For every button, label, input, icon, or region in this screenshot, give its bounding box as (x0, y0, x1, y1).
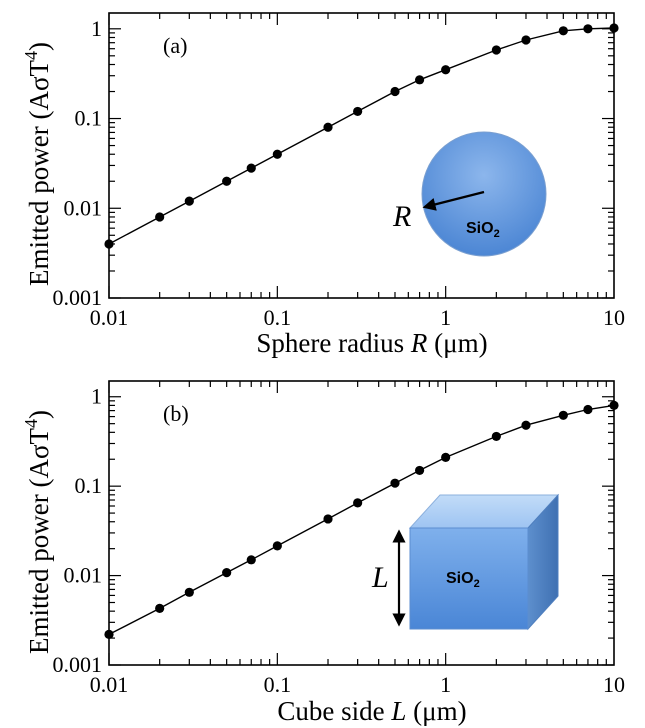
panel-a-frame (108, 12, 615, 299)
panel-b-data-point-12 (521, 420, 531, 430)
panel-a-data-point-12 (521, 35, 531, 45)
panel-b-data-point-5 (272, 541, 282, 551)
radius-arrow (422, 190, 485, 211)
panel-b-data-point-4 (246, 555, 256, 565)
panel-b-data-point-11 (491, 431, 501, 442)
panel-b-cube-inset: L SiO2 (371, 493, 560, 631)
panel-b-data-point-8 (390, 478, 400, 488)
panel-b-data-point-6 (323, 514, 333, 524)
panel-a-data-point-6 (323, 122, 333, 132)
panel-a-label: (a) (163, 33, 187, 58)
panel-a-data-point-15 (609, 23, 619, 33)
panel-a-xtick-labels: 0.01 0.1 1 10 (90, 305, 625, 330)
panel-a-ytick-label-1: 0.01 (64, 195, 103, 220)
panel-b-data-point-3 (222, 567, 232, 578)
panel-a-data-point-8 (390, 86, 400, 97)
panel-a-data-point-0 (104, 239, 114, 249)
panel-b-data-point-1 (155, 603, 165, 613)
panel-b-xtick-label-2: 1 (440, 672, 451, 697)
cube-front-face (409, 527, 529, 630)
panel-b-ticks (108, 381, 614, 666)
panel-b-data-point-13 (558, 410, 568, 420)
panel-a-data-point-3 (222, 176, 232, 186)
side-symbol: L (371, 561, 389, 594)
panel-a-markers (104, 23, 619, 249)
panel-a-data-point-11 (491, 45, 501, 55)
radius-symbol: R (392, 200, 411, 233)
panel-a-x-axis-label: Sphere radius R (μm) (256, 328, 487, 358)
panel-b-xtick-label-0: 0.01 (90, 672, 129, 697)
panel-a-data-point-10 (441, 65, 451, 75)
panel-a-data-point-9 (414, 75, 425, 85)
panel-a-y-axis-label: Emitted power (AσT4) (21, 42, 54, 286)
panel-b-data-point-0 (104, 629, 114, 639)
panel-b-x-axis-label: Cube side L (μm) (277, 696, 466, 726)
panel-b-markers (104, 400, 619, 639)
panel-a-xtick-label-0: 0.01 (90, 305, 129, 330)
panel-b-series-line (108, 404, 615, 636)
sphere-material-label: SiO2 (466, 220, 500, 240)
panel-b-data-point-15 (609, 400, 619, 411)
panel-b-ytick-label-2: 0.1 (75, 473, 103, 498)
sphere-shape (421, 131, 547, 257)
panel-a-xtick-label-1: 0.1 (264, 305, 292, 330)
panel-a-data-point-2 (184, 196, 194, 206)
cube-material-label: SiO2 (446, 570, 480, 590)
panel-b-y-axis-label: Emitted power (AσT4) (21, 410, 54, 654)
panel-b-frame (108, 380, 615, 666)
panel-a-xtick-label-3: 10 (603, 305, 625, 330)
panel-a-data-point-14 (583, 24, 593, 34)
panel-a-series-line (108, 27, 615, 245)
panel-b-ytick-labels: 0.001 0.01 0.1 1 (53, 384, 103, 677)
panel-a-ytick-label-2: 0.1 (75, 106, 103, 131)
panel-b-ytick-label-1: 0.01 (64, 563, 103, 588)
panel-b-label: (b) (163, 401, 189, 426)
panel-b-data-point-7 (353, 498, 363, 508)
panel-a-data-point-13 (558, 26, 568, 36)
panel-a-sphere-inset: R SiO2 (392, 131, 547, 257)
panel-b-data-point-14 (583, 404, 593, 415)
panel-a-data-point-1 (155, 212, 165, 222)
panel-b-data-point-9 (414, 465, 425, 476)
panel-b-data-point-10 (441, 452, 451, 462)
panel-a-ytick-label-0: 0.001 (53, 285, 103, 310)
panel-b-data-point-2 (184, 587, 194, 597)
panel-a-data-point-7 (353, 106, 363, 117)
panel-a-data-point-4 (246, 163, 256, 173)
panel-a-ytick-label-3: 1 (91, 16, 102, 41)
panel-a-data-point-5 (272, 149, 282, 159)
panel-a-ytick-labels: 0.001 0.01 0.1 1 (53, 16, 103, 310)
panel-b-xtick-labels: 0.01 0.1 1 10 (90, 672, 625, 697)
panel-b-ytick-label-3: 1 (91, 384, 102, 409)
panel-b-xtick-label-1: 0.1 (264, 672, 292, 697)
panel-b-xtick-label-3: 10 (603, 672, 625, 697)
panel-a-xtick-label-2: 1 (440, 305, 451, 330)
panel-b-ytick-label-0: 0.001 (53, 652, 103, 677)
